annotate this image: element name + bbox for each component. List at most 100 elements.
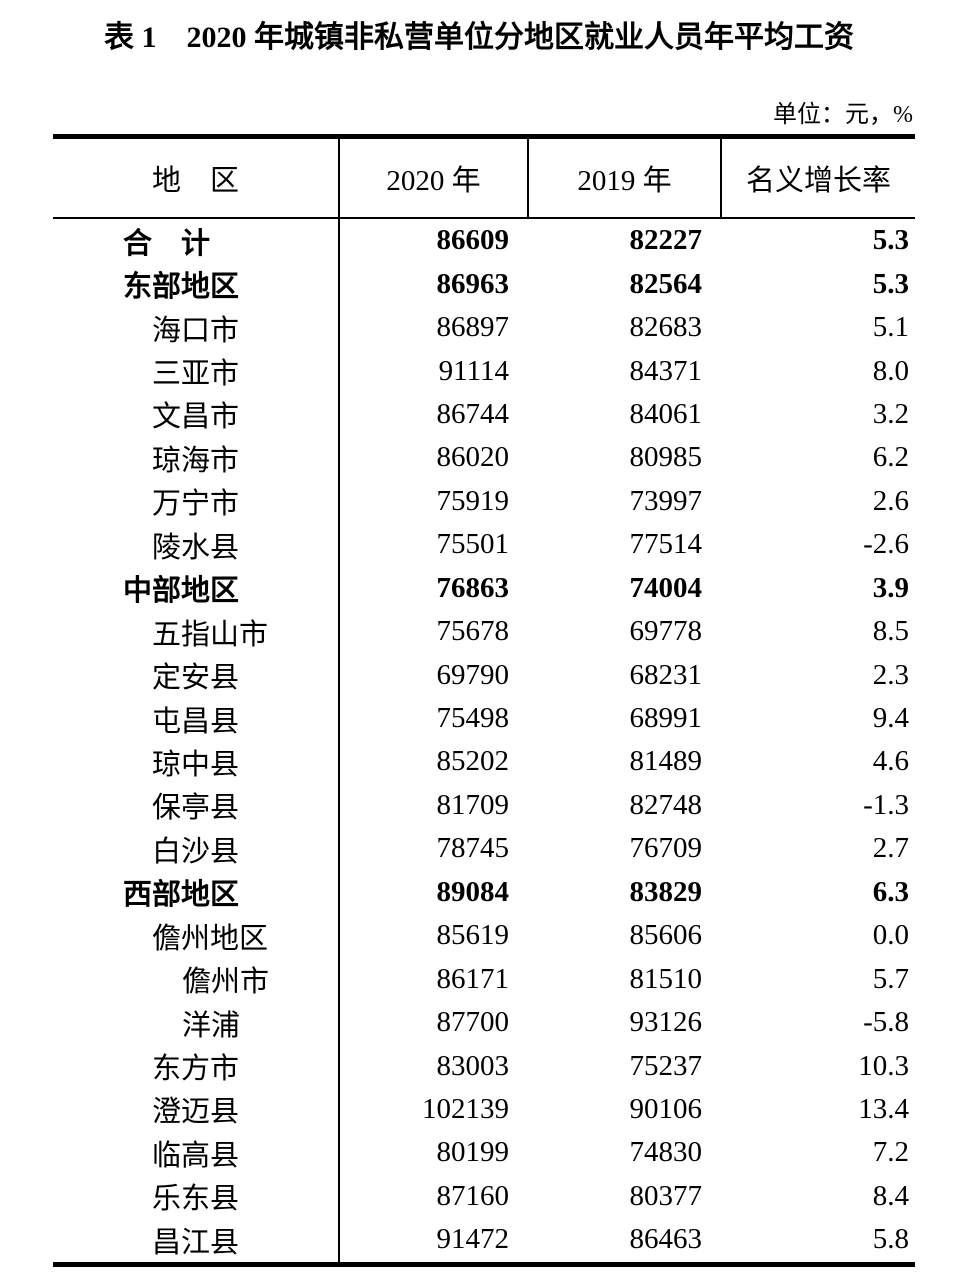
value-2019-cell: 74830 xyxy=(629,1136,703,1169)
table-row: 文昌市 86744 84061 3.2 xyxy=(53,392,915,437)
growth-rate-cell: 5.1 xyxy=(872,311,909,344)
table-row: 保亭县 81709 82748 -1.3 xyxy=(53,783,915,828)
value-2020-cell: 86963 xyxy=(436,267,510,300)
value-2019-cell: 82683 xyxy=(629,311,703,344)
region-cell: 保亭县 xyxy=(53,783,340,828)
table-row: 西部地区 89084 83829 6.3 xyxy=(53,870,915,914)
wage-table: 地 区 2020 年 2019 年 名义增长率 合 计 86609 82227 … xyxy=(53,134,915,1267)
table-row: 海口市 86897 82683 5.1 xyxy=(53,305,915,350)
value-2020-cell: 91472 xyxy=(436,1223,510,1256)
value-2019-cell: 68231 xyxy=(629,658,703,691)
value-2019-cell: 75237 xyxy=(629,1049,703,1082)
value-2020-cell: 102139 xyxy=(422,1092,509,1125)
value-2019-cell: 93126 xyxy=(629,1006,703,1039)
value-2019-cell: 74004 xyxy=(629,571,703,604)
value-2019-cell: 82227 xyxy=(629,224,703,257)
growth-rate-cell: 6.3 xyxy=(872,875,909,908)
value-2019-cell: 76709 xyxy=(629,832,703,865)
value-2020-cell: 83003 xyxy=(436,1049,510,1082)
value-2020-cell: 85619 xyxy=(436,919,510,952)
wage-table-section: 单位：元，% 地 区 2020 年 2019 年 名义增长率 合 计 86609… xyxy=(53,100,915,1267)
value-2019-cell: 81510 xyxy=(629,962,703,995)
value-2019-cell: 82748 xyxy=(629,788,703,821)
region-cell: 三亚市 xyxy=(53,349,340,393)
region-cell: 万宁市 xyxy=(53,479,340,524)
value-2020-cell: 86897 xyxy=(436,311,510,344)
growth-rate-cell: 2.7 xyxy=(872,832,909,865)
value-2019-cell: 84371 xyxy=(629,354,703,387)
value-2019-cell: 69778 xyxy=(629,615,703,648)
column-header-region: 地 区 xyxy=(53,139,340,217)
value-2019-cell: 73997 xyxy=(629,484,703,517)
region-cell: 文昌市 xyxy=(53,392,340,437)
growth-rate-cell: 5.3 xyxy=(872,224,909,257)
value-2020-cell: 69790 xyxy=(436,658,510,691)
value-2020-cell: 86744 xyxy=(436,397,510,430)
table-row: 陵水县 75501 77514 -2.6 xyxy=(53,523,915,567)
table-row: 万宁市 75919 73997 2.6 xyxy=(53,479,915,524)
region-cell: 陵水县 xyxy=(53,523,340,567)
value-2020-cell: 75919 xyxy=(436,484,510,517)
growth-rate-cell: 5.8 xyxy=(872,1223,909,1256)
table-row: 五指山市 75678 69778 8.5 xyxy=(53,609,915,654)
region-cell: 澄迈县 xyxy=(53,1087,340,1132)
region-cell: 五指山市 xyxy=(53,609,340,654)
growth-rate-cell: 8.0 xyxy=(872,354,909,387)
value-2019-cell: 81489 xyxy=(629,745,703,778)
value-2020-cell: 86609 xyxy=(436,224,510,257)
value-2019-cell: 82564 xyxy=(629,267,703,300)
value-2020-cell: 87160 xyxy=(436,1179,510,1212)
value-2020-cell: 86171 xyxy=(436,962,510,995)
table-row: 白沙县 78745 76709 2.7 xyxy=(53,827,915,871)
region-cell: 琼中县 xyxy=(53,740,340,784)
growth-rate-cell: 4.6 xyxy=(872,745,909,778)
value-2020-cell: 81709 xyxy=(436,788,510,821)
region-cell: 儋州市 xyxy=(53,957,340,1001)
region-cell: 乐东县 xyxy=(53,1174,340,1219)
region-cell: 屯昌县 xyxy=(53,696,340,741)
growth-rate-cell: -2.6 xyxy=(863,528,909,561)
region-cell: 琼海市 xyxy=(53,436,340,480)
value-2020-cell: 89084 xyxy=(436,875,510,908)
table-row: 三亚市 91114 84371 8.0 xyxy=(53,349,915,393)
value-2019-cell: 90106 xyxy=(629,1092,703,1125)
column-header-growth-rate: 名义增长率 xyxy=(745,165,891,197)
value-2019-cell: 86463 xyxy=(629,1223,703,1256)
table-row: 澄迈县 102139 90106 13.4 xyxy=(53,1087,915,1132)
table-row: 临高县 80199 74830 7.2 xyxy=(53,1131,915,1175)
growth-rate-cell: 13.4 xyxy=(858,1092,909,1125)
table-header-row: 地 区 2020 年 2019 年 名义增长率 xyxy=(53,139,915,219)
growth-rate-cell: 2.6 xyxy=(872,484,909,517)
region-cell: 定安县 xyxy=(53,653,340,697)
value-2020-cell: 91114 xyxy=(438,354,509,387)
region-cell: 合 计 xyxy=(53,219,340,263)
value-2020-cell: 80199 xyxy=(436,1136,510,1169)
growth-rate-cell: 0.0 xyxy=(872,919,909,952)
table-row: 昌江县 91472 86463 5.8 xyxy=(53,1218,915,1262)
region-cell: 昌江县 xyxy=(53,1218,340,1262)
region-cell: 东方市 xyxy=(53,1044,340,1088)
growth-rate-cell: 6.2 xyxy=(872,441,909,474)
value-2019-cell: 68991 xyxy=(629,702,703,735)
region-cell: 中部地区 xyxy=(53,566,340,610)
column-header-2019: 2019 年 xyxy=(529,139,722,217)
table-row: 东部地区 86963 82564 5.3 xyxy=(53,262,915,306)
region-cell: 洋浦 xyxy=(53,1000,340,1045)
value-2019-cell: 84061 xyxy=(629,397,703,430)
value-2020-cell: 75678 xyxy=(436,615,510,648)
table-row: 琼中县 85202 81489 4.6 xyxy=(53,740,915,784)
region-cell: 白沙县 xyxy=(53,827,340,871)
table-row: 中部地区 76863 74004 3.9 xyxy=(53,566,915,610)
value-2019-cell: 85606 xyxy=(629,919,703,952)
growth-rate-cell: 8.4 xyxy=(872,1179,909,1212)
table-row: 儋州地区 85619 85606 0.0 xyxy=(53,914,915,958)
growth-rate-cell: -5.8 xyxy=(863,1006,909,1039)
growth-rate-cell: 7.2 xyxy=(872,1136,909,1169)
growth-rate-cell: 5.7 xyxy=(872,962,909,995)
growth-rate-cell: 5.3 xyxy=(872,267,909,300)
growth-rate-cell: 3.9 xyxy=(872,571,909,604)
region-cell: 海口市 xyxy=(53,305,340,350)
value-2019-cell: 80377 xyxy=(629,1179,703,1212)
value-2020-cell: 86020 xyxy=(436,441,510,474)
